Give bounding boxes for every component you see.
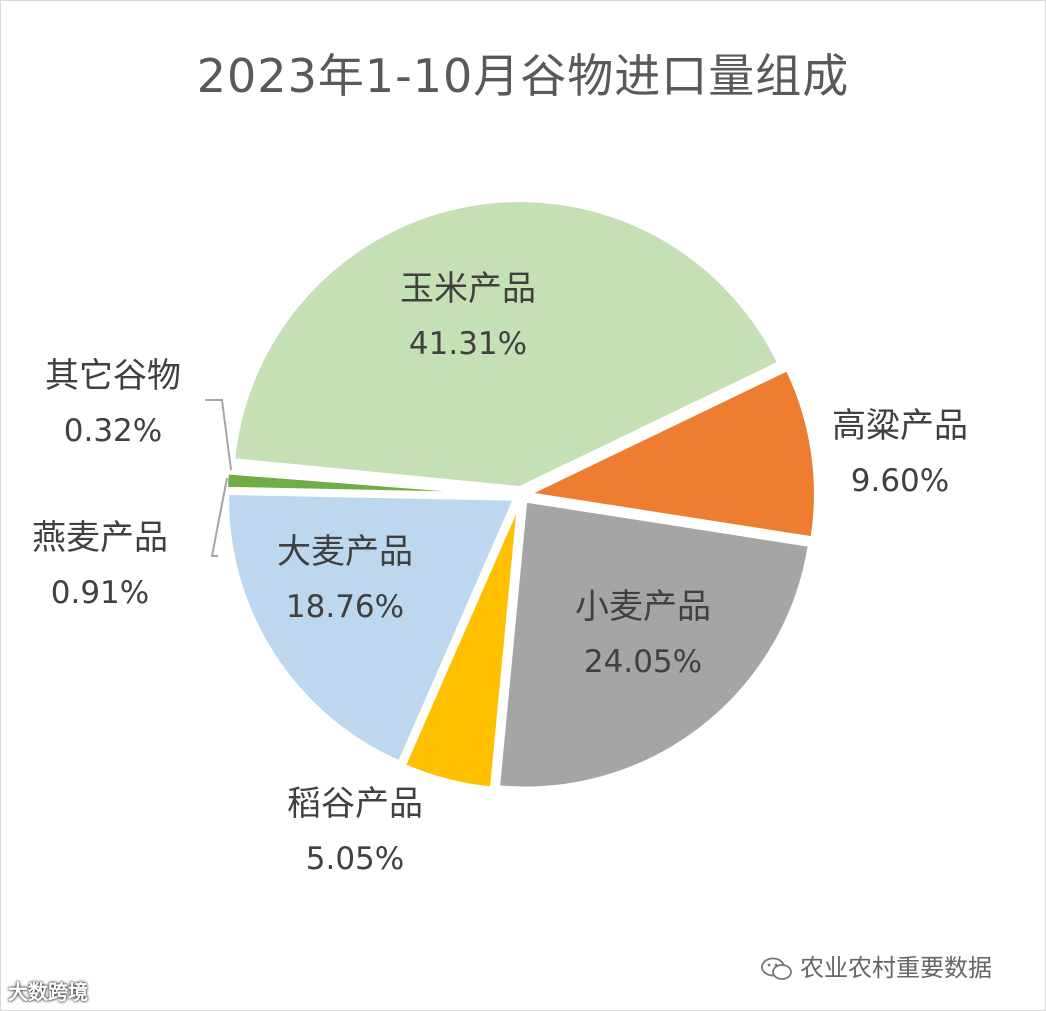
slice-value-label: 41.31% bbox=[409, 326, 527, 362]
slice-category-label: 稻谷产品 bbox=[287, 784, 423, 824]
slice-value-label: 0.91% bbox=[51, 575, 149, 611]
pie-slice-2 bbox=[495, 498, 813, 791]
chart-title: 2023年1-10月谷物进口量组成 bbox=[196, 49, 850, 103]
slice-category-label: 其它谷物 bbox=[45, 356, 181, 396]
slice-category-label: 燕麦产品 bbox=[32, 518, 168, 558]
watermark-text-left: 大数跨境 bbox=[8, 980, 88, 1004]
slice-value-label: 0.32% bbox=[64, 413, 162, 449]
pie-slice-4 bbox=[225, 490, 519, 766]
watermark-logo: 大数跨境 bbox=[8, 976, 88, 1005]
watermark-text-right: 农业农村重要数据 bbox=[800, 954, 992, 982]
slice-value-label: 9.60% bbox=[851, 463, 949, 499]
slice-category-label: 小麦产品 bbox=[575, 587, 711, 627]
slice-value-label: 5.05% bbox=[306, 841, 404, 877]
pie-slice-3 bbox=[401, 500, 522, 791]
slice-value-label: 18.76% bbox=[286, 589, 404, 625]
pie-slice-1 bbox=[521, 366, 818, 541]
slice-category-label: 玉米产品 bbox=[400, 269, 536, 309]
leader-line-6 bbox=[205, 399, 232, 471]
watermark-wechat: 农业农村重要数据 bbox=[760, 948, 992, 983]
pie-slice-7 bbox=[230, 198, 782, 491]
wechat-icon bbox=[761, 957, 792, 980]
slice-value-label: 24.05% bbox=[584, 644, 702, 680]
slice-category-label: 高粱产品 bbox=[832, 406, 968, 446]
slice-category-label: 大麦产品 bbox=[277, 532, 413, 572]
leader-line-5 bbox=[210, 477, 228, 557]
pie-slice-6 bbox=[231, 464, 522, 497]
